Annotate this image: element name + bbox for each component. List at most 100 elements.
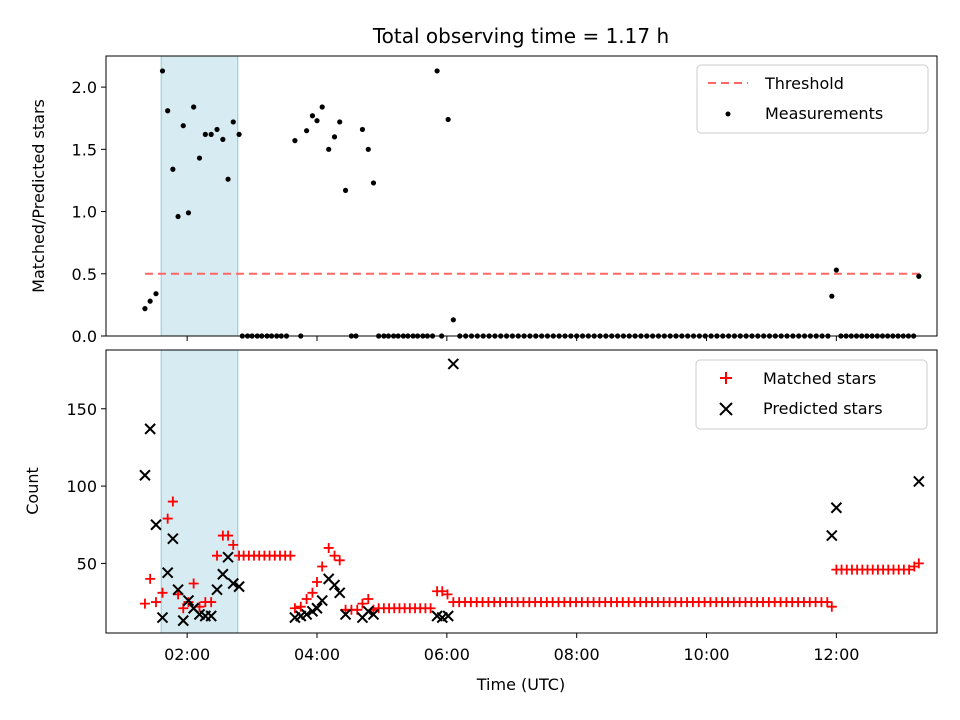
top-y-tick-label: 1.0	[72, 203, 97, 222]
matched-star-point	[145, 573, 156, 584]
top-axes-frame	[105, 55, 938, 337]
measurement-point	[191, 104, 197, 110]
x-tick-label: 06:00	[424, 645, 470, 664]
measurement-point	[225, 176, 231, 182]
predicted-star-point	[233, 580, 245, 593]
matched-star-point	[307, 587, 318, 598]
matched-star-point	[206, 597, 217, 608]
bottom-y-tick-label: 50	[77, 554, 97, 573]
measurement-point	[208, 131, 214, 137]
predicted-star-point	[442, 610, 454, 622]
bottom-y-tick-label: 100	[66, 477, 97, 496]
bottom-y-tick-label: 150	[66, 400, 97, 419]
top-legend: Threshold Measurements	[696, 64, 929, 134]
measurement-point	[236, 131, 242, 137]
legend-measurements-swatch	[725, 111, 731, 117]
top-y-tick-label: 1.5	[72, 140, 97, 159]
predicted-star-point	[211, 583, 223, 596]
measurement-point	[214, 126, 220, 133]
measurement-point	[829, 293, 835, 299]
legend-matched-label: Matched stars	[763, 369, 876, 388]
predicted-star-point	[339, 608, 352, 621]
x-tick-label: 12:00	[813, 645, 859, 664]
bot-shaded-region	[160, 349, 239, 634]
matched-star-point	[139, 598, 150, 609]
predicted-star-point	[139, 469, 151, 481]
matched-star-point	[323, 542, 334, 553]
measurement-point	[292, 138, 298, 144]
top-y-tick-label: 0.5	[72, 265, 97, 284]
matched-star-point	[289, 603, 300, 614]
measurement-point	[314, 118, 320, 124]
predicted-star-point	[205, 610, 217, 622]
bottom-y-axis-label: Count	[23, 467, 42, 515]
measurement-point	[147, 298, 153, 304]
measurement-point	[833, 267, 839, 273]
predicted-star-point	[367, 608, 380, 621]
measurement-point	[342, 187, 349, 193]
x-tick-label: 10:00	[683, 645, 729, 664]
bottom-axes-frame	[105, 349, 938, 634]
matched-star-point	[188, 578, 199, 589]
top-y-tick-label: 0.0	[72, 327, 97, 346]
matched-star-point	[913, 558, 924, 569]
legend-threshold-label: Threshold	[764, 74, 844, 93]
predicted-star-point	[222, 551, 234, 563]
legend-matched-swatch	[720, 372, 732, 384]
matched-star-point	[425, 603, 436, 614]
predicted-star-point	[826, 529, 838, 542]
top-shaded-region	[160, 55, 239, 337]
predicted-star-point	[362, 605, 374, 618]
measurement-point	[309, 113, 316, 119]
matched-star-point	[334, 555, 345, 566]
top-legend-box	[696, 64, 929, 134]
measurement-point	[304, 128, 310, 134]
matched-star-point	[363, 593, 374, 604]
matched-star-point	[228, 539, 239, 550]
x-tick-label: 04:00	[294, 645, 340, 664]
measurement-point	[445, 116, 451, 123]
measurement-point	[165, 108, 171, 114]
measurement-point	[370, 180, 377, 186]
matched-star-point	[162, 513, 173, 524]
predicted-star-point	[167, 532, 179, 545]
matched-star-point	[437, 586, 448, 597]
measurement-point	[153, 291, 159, 297]
measurement-point	[337, 119, 343, 125]
measurement-point	[450, 317, 456, 323]
predicted-star-point	[144, 423, 156, 435]
top-y-axis-label: Matched/Predicted stars	[29, 99, 48, 293]
matched-star-point	[442, 589, 453, 600]
matched-star-point	[301, 593, 312, 604]
predicted-star-point	[150, 519, 162, 531]
x-tick-label: 02:00	[164, 645, 210, 664]
x-axis-label: Time (UTC)	[476, 675, 565, 694]
matched-star-point	[167, 496, 178, 507]
predicted-star-point	[316, 594, 328, 607]
matched-star-point	[157, 587, 168, 598]
matched-star-point	[357, 598, 368, 609]
legend-predicted-swatch	[719, 402, 733, 416]
top-panel-measurements-ratio: 0.0 0.5 1.0 1.5 2.0 Total observing time = 1…	[29, 24, 938, 346]
matched-star-point	[317, 561, 328, 572]
measurement-point	[175, 213, 181, 220]
predicted-star-point	[300, 608, 313, 621]
matched-star-point	[285, 550, 296, 561]
bottom-legend-box	[695, 359, 928, 430]
legend-measurements-label: Measurements	[765, 104, 883, 123]
matched-star-point	[904, 564, 915, 575]
measurement-point	[170, 166, 176, 172]
predicted-star-point	[334, 587, 346, 599]
matched-star-point	[329, 550, 340, 561]
measurement-point	[365, 146, 371, 152]
measurement-point	[326, 146, 332, 152]
measurement-point	[331, 134, 338, 140]
matched-star-point	[150, 597, 161, 608]
predicted-star-point	[227, 577, 239, 590]
measurement-point	[142, 306, 148, 312]
predicted-star-point	[156, 611, 169, 624]
chart-title: Total observing time = 1.17 h	[372, 24, 669, 48]
matched-star-point	[826, 601, 837, 612]
predicted-star-point	[172, 583, 184, 596]
